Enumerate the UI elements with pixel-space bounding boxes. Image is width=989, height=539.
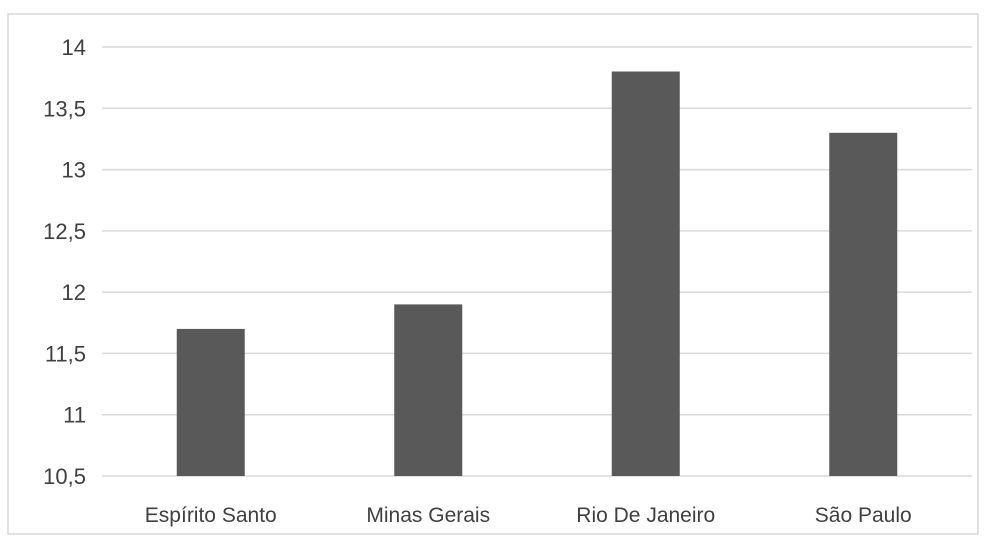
y-tick-label: 12,5 — [43, 219, 86, 244]
y-tick-label: 13 — [62, 158, 86, 183]
gridlines — [102, 46, 972, 477]
x-category-label: Espírito Santo — [145, 504, 277, 527]
y-tick-label: 14 — [62, 35, 86, 60]
bar — [829, 132, 898, 477]
bar — [611, 71, 680, 476]
x-category-label: São Paulo — [815, 504, 912, 527]
bar — [394, 304, 463, 476]
y-tick-label: 10,5 — [43, 464, 86, 489]
x-category-label: Minas Gerais — [366, 504, 490, 527]
bar — [176, 328, 245, 476]
x-axis-category-labels: Espírito Santo Minas Gerais Rio De Janeiro… — [145, 504, 912, 527]
x-category-label: Rio De Janeiro — [576, 504, 715, 527]
y-axis-tick-labels: 10,5 11 11,5 12 12,5 13 13,5 14 — [43, 35, 86, 489]
y-tick-label: 13,5 — [43, 96, 86, 121]
bars — [176, 71, 898, 477]
y-tick-label: 12 — [62, 280, 86, 305]
chart-border — [7, 13, 979, 535]
y-tick-label: 11,5 — [45, 341, 86, 366]
y-tick-label: 11 — [63, 403, 86, 428]
